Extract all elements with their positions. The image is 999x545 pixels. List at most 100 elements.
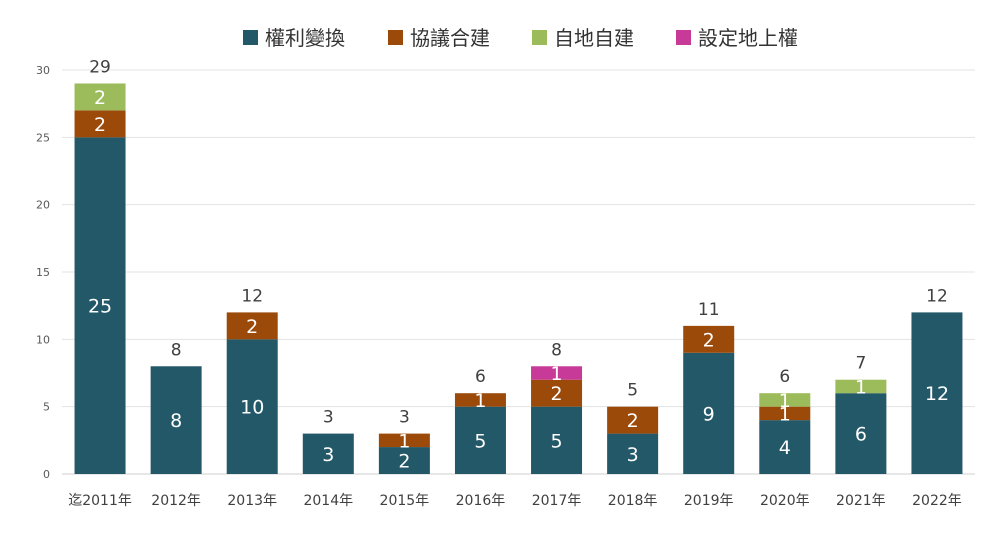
segment-value-label: 1 (398, 430, 410, 452)
y-tick-label: 25 (36, 131, 50, 144)
legend-item: 設定地上權 (676, 26, 798, 50)
segment-value-label: 6 (855, 424, 867, 446)
bar-segment (378, 447, 430, 474)
segment-value-label: 1 (474, 390, 486, 412)
bar-segment (759, 420, 811, 474)
segment-value-label: 1 (779, 403, 791, 425)
bar-stack: 5 1 6 (454, 367, 506, 474)
bar-total-label: 11 (698, 300, 720, 320)
segment-value-label: 2 (398, 451, 410, 473)
segment-value-label: 3 (627, 444, 639, 466)
segment-value-label: 12 (925, 383, 949, 405)
bar-stack: 3 2 5 (607, 381, 659, 474)
y-tick-label: 20 (36, 199, 50, 212)
bar-segment (683, 325, 735, 353)
segment-value-label: 2 (703, 329, 715, 351)
segment-value-label: 10 (240, 397, 264, 419)
bar-stack: 213 (378, 408, 430, 474)
bar-stack: 5 21 8 (531, 340, 583, 474)
segment-value-label: 5 (474, 430, 486, 452)
x-tick-label: 2016年 (456, 493, 506, 509)
segment-value-label: 2 (627, 410, 639, 432)
bar-segment (531, 366, 583, 380)
legend-item: 權利變換 (243, 26, 345, 50)
segment-value-label: 3 (322, 444, 334, 466)
legend-label: 設定地上權 (698, 26, 798, 50)
legend-label: 權利變換 (265, 26, 345, 50)
bar-segment (454, 406, 506, 474)
bar-segment (607, 433, 659, 474)
y-tick-label: 15 (36, 266, 50, 279)
bar-total-label: 12 (241, 286, 263, 306)
bar-stack: 88 (150, 340, 202, 474)
chart-legend: 權利變換 協議合建 自地自建 設定地上權 (243, 26, 798, 50)
bar-total-label: 6 (779, 367, 790, 387)
bar-segment (835, 379, 887, 394)
bar-stack: 6 17 (835, 354, 887, 474)
segment-value-label: 2 (246, 316, 258, 338)
segment-value-label: 1 (855, 376, 867, 398)
bar-total-label: 5 (627, 381, 638, 401)
bar-stack: 25 2 2 29 (74, 57, 126, 475)
bar-segment (454, 393, 506, 407)
x-tick-label: 迄2011年 (68, 493, 132, 509)
x-tick-label: 2017年 (532, 493, 582, 509)
bar-total-label: 3 (399, 408, 410, 428)
segment-value-label: 2 (94, 87, 106, 109)
bar-total-label: 3 (323, 408, 334, 428)
legend-item: 協議合建 (388, 26, 490, 50)
bar-segment (226, 312, 278, 340)
bars: 2522298810212332135165218325921141166171… (74, 57, 963, 475)
y-gridlines (62, 69, 975, 475)
segment-value-label: 8 (170, 410, 182, 432)
bar-segment (835, 393, 887, 474)
bar-segment (759, 406, 811, 421)
bar-total-label: 7 (855, 354, 866, 374)
legend-label: 自地自建 (554, 26, 634, 50)
legend-swatch (532, 30, 547, 45)
x-tick-label: 2021年 (836, 493, 886, 509)
bar-segment (531, 406, 583, 474)
bar-segment (150, 366, 202, 474)
bar-total-label: 29 (89, 57, 111, 77)
segment-value-label: 9 (703, 403, 715, 425)
bar-stack: 12 12 (911, 286, 963, 474)
legend-label: 協議合建 (410, 26, 490, 50)
bar-stack: 9 2 11 (683, 300, 735, 474)
bar-stack: 10 2 12 (226, 286, 278, 474)
bar-total-label: 8 (551, 340, 562, 360)
bar-segment (302, 433, 354, 474)
bar-segment (759, 393, 811, 407)
bar-segment (911, 312, 963, 474)
segment-value-label: 2 (550, 383, 562, 405)
legend-swatch (388, 30, 403, 45)
x-tick-label: 2022年 (912, 493, 962, 509)
bar-segment (74, 83, 126, 111)
legend-item: 自地自建 (532, 26, 634, 50)
legend-swatch (676, 30, 691, 45)
bar-stack: 33 (302, 408, 354, 474)
y-tick-label: 0 (43, 468, 50, 481)
x-tick-label: 2015年 (380, 493, 430, 509)
x-tick-label: 2013年 (227, 493, 277, 509)
segment-value-label: 1 (779, 390, 791, 412)
x-tick-label: 2020年 (760, 493, 810, 509)
x-tick-label: 2019年 (684, 493, 734, 509)
bar-total-label: 12 (926, 286, 948, 306)
segment-value-label: 1 (550, 363, 562, 385)
segment-value-label: 2 (94, 114, 106, 136)
y-axis-ticks: 0 5 10 15 20 25 30 (36, 64, 50, 481)
bar-total-label: 6 (475, 367, 486, 387)
bar-segment (378, 433, 430, 448)
segment-value-label: 5 (550, 430, 562, 452)
segment-value-label: 4 (779, 437, 791, 459)
y-tick-label: 30 (36, 64, 50, 77)
x-tick-label: 2018年 (608, 493, 658, 509)
y-tick-label: 5 (43, 401, 50, 414)
bar-segment (683, 352, 735, 474)
bar-segment (74, 137, 126, 475)
y-tick-label: 10 (36, 333, 50, 346)
bar-segment (531, 379, 583, 407)
x-axis-ticks: 迄2011年 2012年 2013年 2014年 2015年 2016年 2017年 2018… (68, 493, 962, 509)
bar-segment (74, 110, 126, 138)
